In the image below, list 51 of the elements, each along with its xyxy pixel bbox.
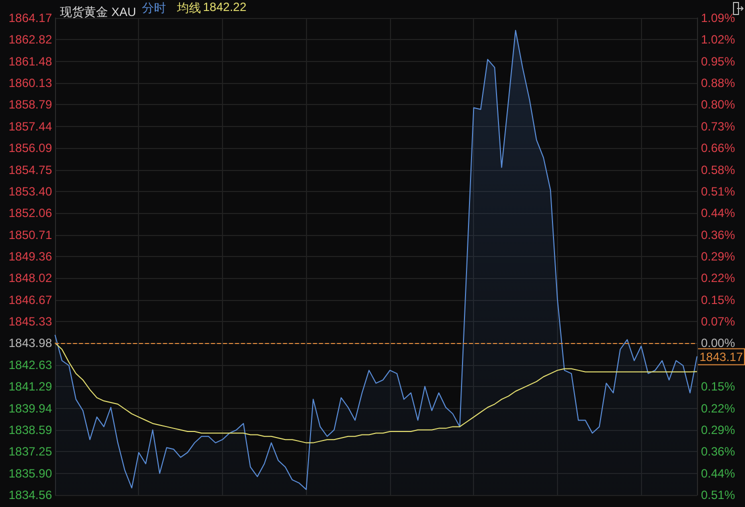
y-tick-label: 1861.48: [8, 54, 52, 68]
text: 1843.17: [700, 350, 744, 364]
text: 均线: [176, 1, 202, 15]
y-tick-label: 1858.79: [8, 98, 52, 112]
y-tick-label: 1835.90: [8, 466, 52, 480]
y2-tick-label: 0.51%: [701, 488, 736, 502]
y-tick-label: 1856.09: [8, 141, 52, 156]
y-tick-label: 1839.94: [8, 401, 52, 416]
y-tick-label: 1864.17: [8, 11, 52, 25]
y-tick-label: 1860.13: [8, 76, 52, 90]
y-tick-label: 1834.56: [8, 488, 52, 502]
y2-tick-label: 0.36%: [701, 444, 736, 459]
y2-tick-label: 1.09%: [701, 11, 736, 25]
y2-tick-label: 0.44%: [701, 466, 736, 480]
y2-tick-label: 0.80%: [701, 98, 736, 112]
y2-tick-label: 0.00%: [701, 336, 736, 350]
y-tick-label: 1845.33: [8, 314, 52, 328]
y2-tick-label: 0.07%: [701, 314, 736, 329]
y2-tick-label: 0.95%: [701, 54, 736, 68]
y-tick-label: 1838.59: [8, 423, 52, 438]
y-tick-label: 1837.25: [8, 444, 52, 459]
text: 分时: [142, 1, 166, 15]
y2-tick-label: 0.73%: [701, 119, 736, 134]
y-tick-label: 1862.82: [8, 32, 52, 47]
y-tick-label: 1846.67: [8, 292, 52, 307]
y2-tick-label: 0.66%: [701, 141, 736, 156]
y-tick-label: 1852.06: [8, 206, 52, 220]
y2-tick-label: 0.22%: [701, 271, 736, 286]
y-tick-label: 1849.36: [8, 250, 52, 264]
y-tick-label: 1841.29: [8, 380, 52, 394]
y2-tick-label: 0.29%: [701, 422, 736, 437]
y2-tick-label: 0.51%: [701, 184, 736, 198]
y2-tick-label: 0.36%: [701, 228, 736, 242]
y2-tick-label: 0.58%: [701, 162, 736, 177]
y2-tick-label: 0.44%: [701, 206, 736, 220]
y2-tick-label: 0.29%: [701, 250, 736, 264]
y2-tick-label: 0.22%: [701, 401, 736, 416]
chart-title: 现货黄金 XAU: [60, 5, 136, 19]
line-series: [54, 342, 698, 444]
y2-tick-label: 1.02%: [701, 32, 736, 47]
y2-tick-label: 0.15%: [701, 292, 736, 307]
y-tick-label: 1842.63: [8, 358, 52, 372]
y-tick-label: 1848.02: [8, 271, 52, 286]
y-tick-label: 1843.98: [8, 336, 52, 350]
y-tick-label: 1857.44: [8, 119, 52, 134]
text: 1842.22: [203, 0, 247, 14]
y-tick-label: 1850.71: [8, 228, 52, 242]
y2-tick-label: 0.88%: [701, 76, 736, 90]
y2-tick-label: 0.15%: [701, 380, 736, 394]
y-tick-label: 1854.75: [8, 162, 52, 177]
y-tick-label: 1853.40: [8, 184, 52, 198]
